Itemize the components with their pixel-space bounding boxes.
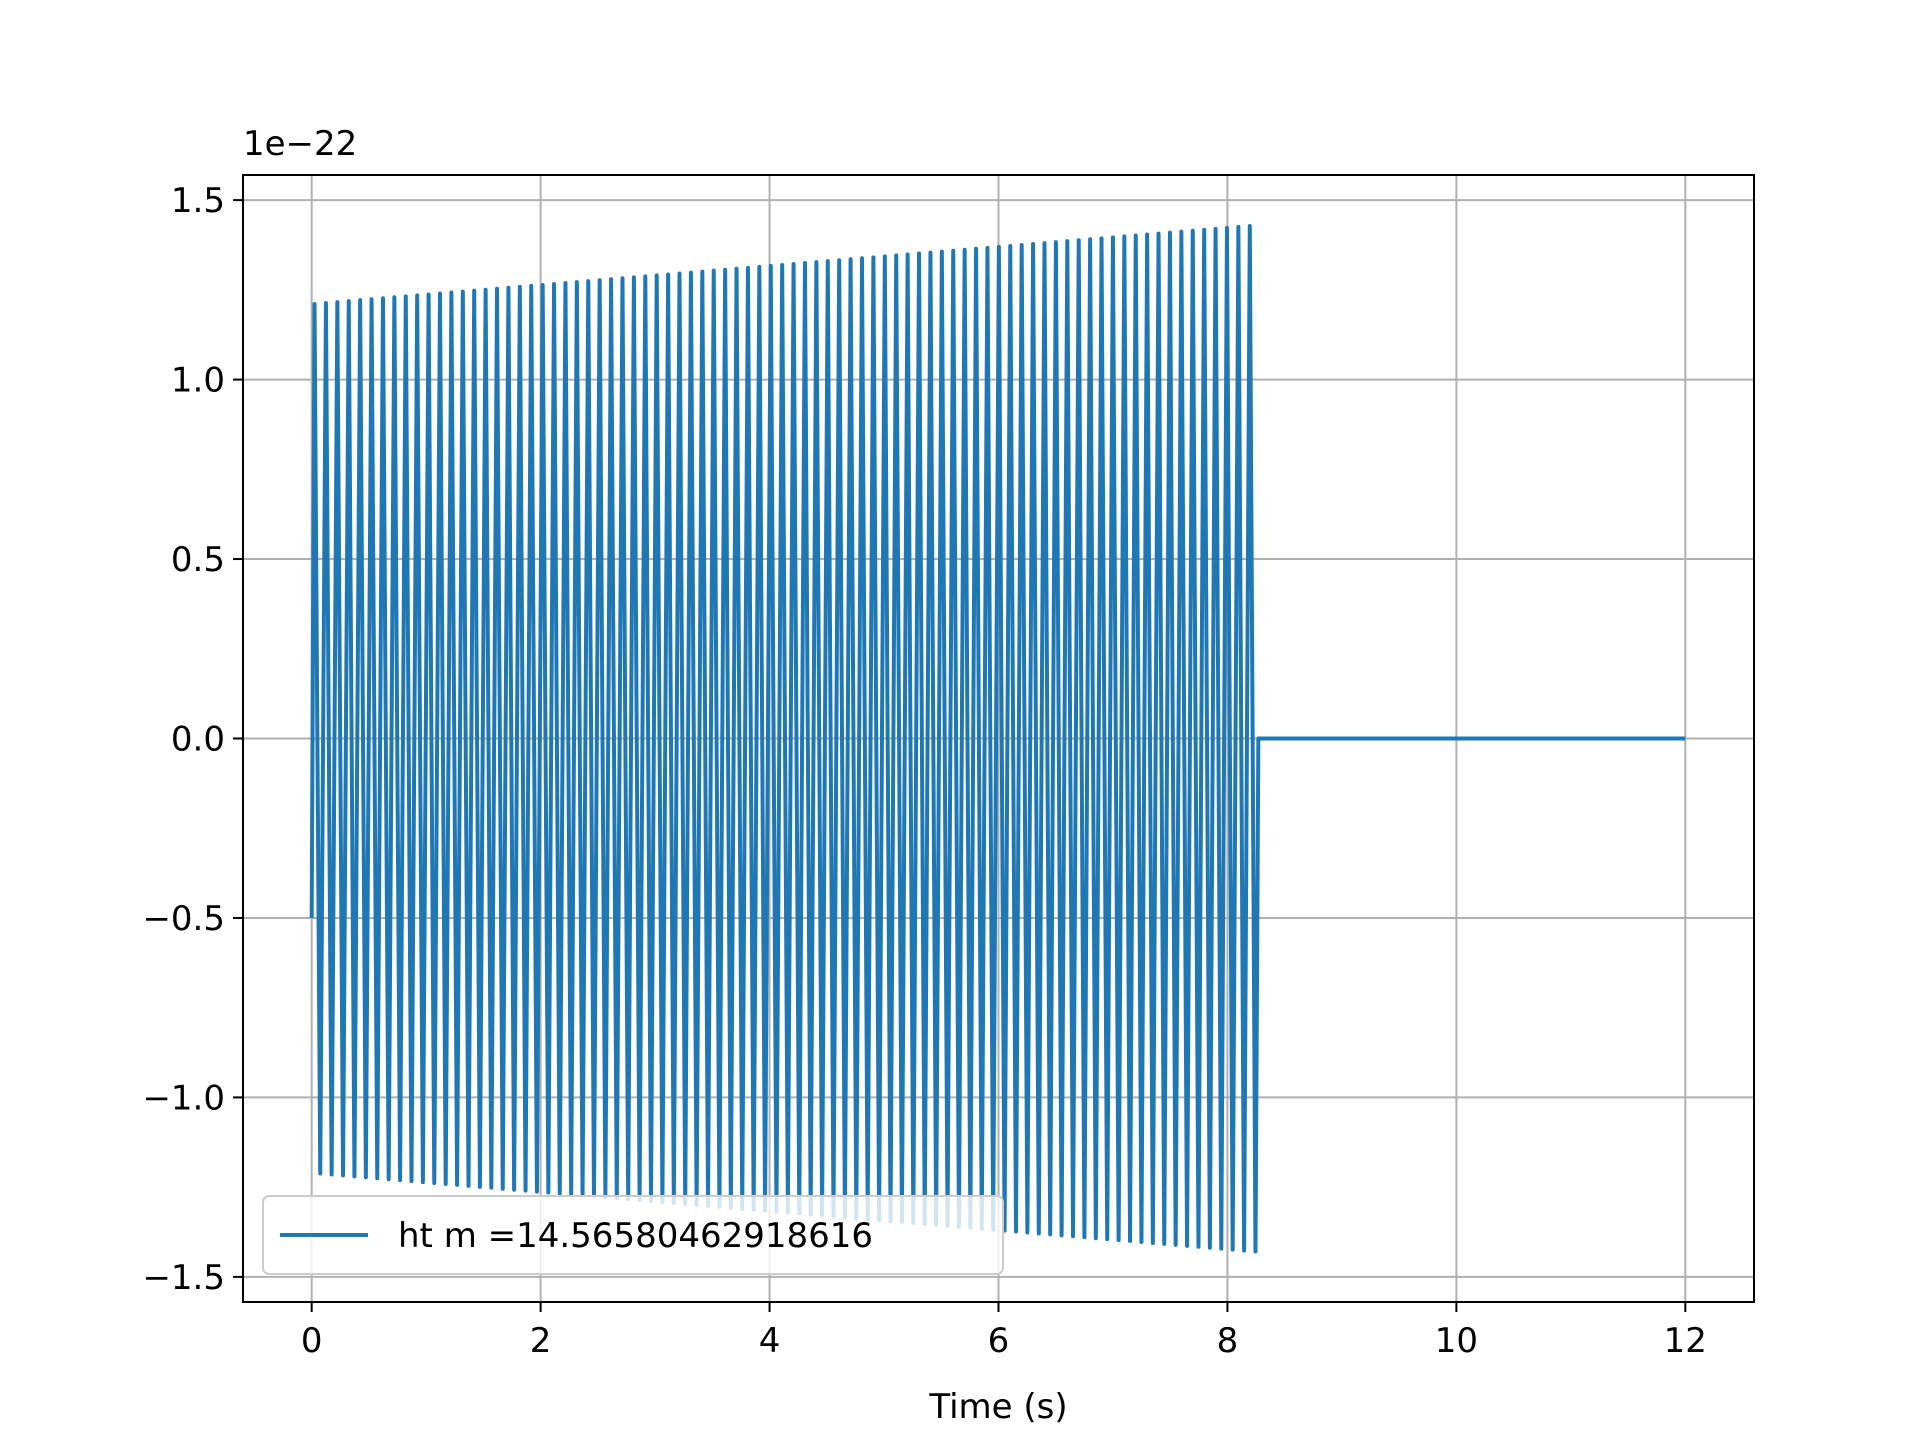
x-tick-label: 12: [1664, 1321, 1707, 1361]
x-tick-label: 10: [1435, 1321, 1478, 1361]
legend-label: ht m =14.56580462918616: [398, 1216, 873, 1256]
x-tick-label: 4: [759, 1321, 781, 1361]
x-axis-label: Time (s): [928, 1387, 1067, 1427]
x-tick-label: 0: [301, 1321, 323, 1361]
ticks: 0 2 4 6 8 10 12 1.5 1.0 0.5 0.0 −0.5 −1.0 −1.5: [142, 181, 1707, 1361]
y-tick-label: −0.5: [142, 899, 225, 939]
y-tick-label: 0.0: [171, 720, 225, 760]
x-tick-label: 2: [530, 1321, 552, 1361]
y-tick-label: −1.0: [142, 1078, 225, 1118]
legend[interactable]: ht m =14.56580462918616: [262, 1195, 1004, 1275]
y-tick-label: 1.0: [171, 361, 225, 401]
y-axis-offset-text: 1e−22: [243, 124, 357, 164]
legend-box: [262, 1195, 1004, 1275]
y-tick-label: 1.5: [171, 181, 225, 221]
x-tick-label: 6: [988, 1321, 1010, 1361]
x-tick-label: 8: [1217, 1321, 1239, 1361]
y-tick-label: −1.5: [142, 1258, 225, 1298]
y-tick-label: 0.5: [171, 540, 225, 580]
